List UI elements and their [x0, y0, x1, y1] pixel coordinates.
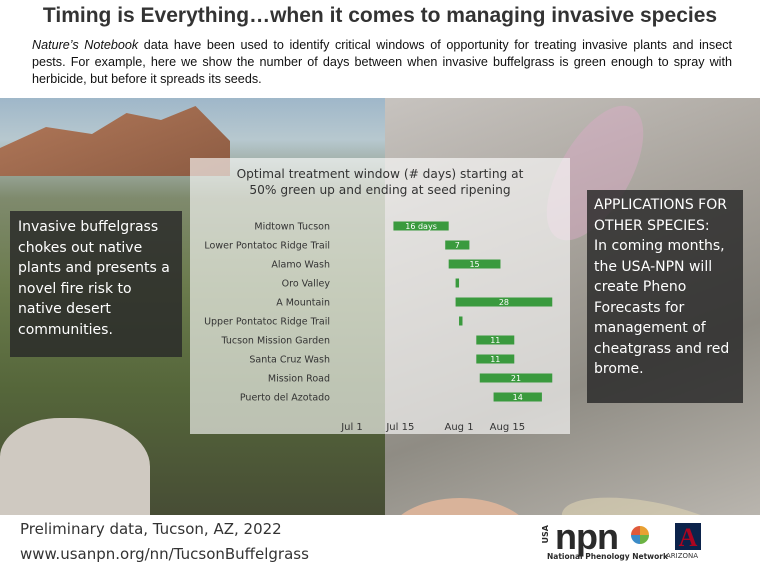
- bar-value-label: 28: [499, 298, 509, 307]
- bar: [476, 335, 515, 345]
- intro-italic: Nature’s Notebook: [32, 38, 139, 52]
- category-label: Upper Pontatoc Ridge Trail: [204, 317, 330, 328]
- npn-logo-usa: USA: [541, 525, 550, 544]
- chart-title: Optimal treatment window (# days) starti…: [190, 166, 570, 198]
- bar-value-label: 11: [490, 355, 500, 364]
- bar: [393, 221, 449, 231]
- bar: [448, 259, 501, 269]
- bar-value-label: 21: [511, 374, 521, 383]
- npn-logo-word: npn: [555, 516, 619, 557]
- bar-value-label: 16 days: [405, 222, 437, 231]
- arizona-logo: A ARIZONA: [666, 522, 708, 562]
- svg-text:A: A: [679, 523, 698, 552]
- footer-url[interactable]: www.usanpn.org/nn/TucsonBuffelgrass: [20, 545, 309, 563]
- bar: [476, 354, 515, 364]
- category-label: A Mountain: [276, 298, 330, 309]
- npn-logo-subtitle: National Phenology Network: [547, 552, 668, 561]
- category-label: Mission Road: [268, 374, 330, 385]
- chart-title-line1: Optimal treatment window (# days) starti…: [236, 167, 524, 181]
- bar-value-label: 14: [513, 393, 523, 402]
- category-label: Santa Cruz Wash: [249, 355, 330, 366]
- right-info-panel: APPLICATIONS FOR OTHER SPECIES: In comin…: [587, 190, 743, 403]
- x-tick-label: Jul 1: [340, 422, 363, 433]
- x-tick-label: Aug 15: [490, 422, 525, 433]
- applications-text: In coming months, the USA-NPN will creat…: [594, 238, 730, 377]
- left-info-panel: Invasive buffelgrass chokes out native p…: [10, 211, 182, 357]
- poster-title: Timing is Everything…when it comes to ma…: [42, 4, 718, 27]
- bar-value-label: 7: [455, 241, 460, 250]
- bar: [479, 373, 553, 383]
- category-label: Tucson Mission Garden: [221, 336, 330, 347]
- x-tick-label: Jul 15: [385, 422, 414, 433]
- arizona-a-icon: A: [675, 523, 701, 552]
- bar: [459, 316, 463, 326]
- bar: [455, 297, 553, 307]
- category-label: Lower Pontatoc Ridge Trail: [204, 241, 330, 252]
- rock-shape: [0, 418, 150, 515]
- intro-text: data have been used to identify critical…: [32, 38, 732, 86]
- npn-logo-mark-icon: [631, 526, 649, 544]
- bar-value-label: 11: [490, 336, 500, 345]
- bar: [455, 278, 460, 288]
- footer-note: Preliminary data, Tucson, AZ, 2022: [20, 520, 282, 538]
- bar-value-label: 15: [469, 260, 479, 269]
- x-tick-label: Aug 1: [444, 422, 473, 433]
- arizona-word: ARIZONA: [666, 552, 699, 560]
- category-label: Oro Valley: [282, 279, 331, 290]
- category-label: Puerto del Azotado: [240, 393, 330, 404]
- chart-title-line2: 50% green up and ending at seed ripening: [249, 183, 511, 197]
- applications-heading: APPLICATIONS FOR OTHER SPECIES:: [594, 197, 727, 234]
- bar: [493, 392, 542, 402]
- category-label: Alamo Wash: [271, 260, 330, 271]
- npn-logo: USA npn National Phenology Network: [541, 516, 668, 562]
- bar: [445, 240, 470, 250]
- category-label: Midtown Tucson: [254, 222, 330, 233]
- intro-paragraph: Nature’s Notebook data have been used to…: [32, 37, 732, 88]
- chart-panel: [190, 158, 570, 434]
- treatment-window-chart: Midtown Tucson 16 days Lower Pontatoc Ridg…: [204, 221, 553, 433]
